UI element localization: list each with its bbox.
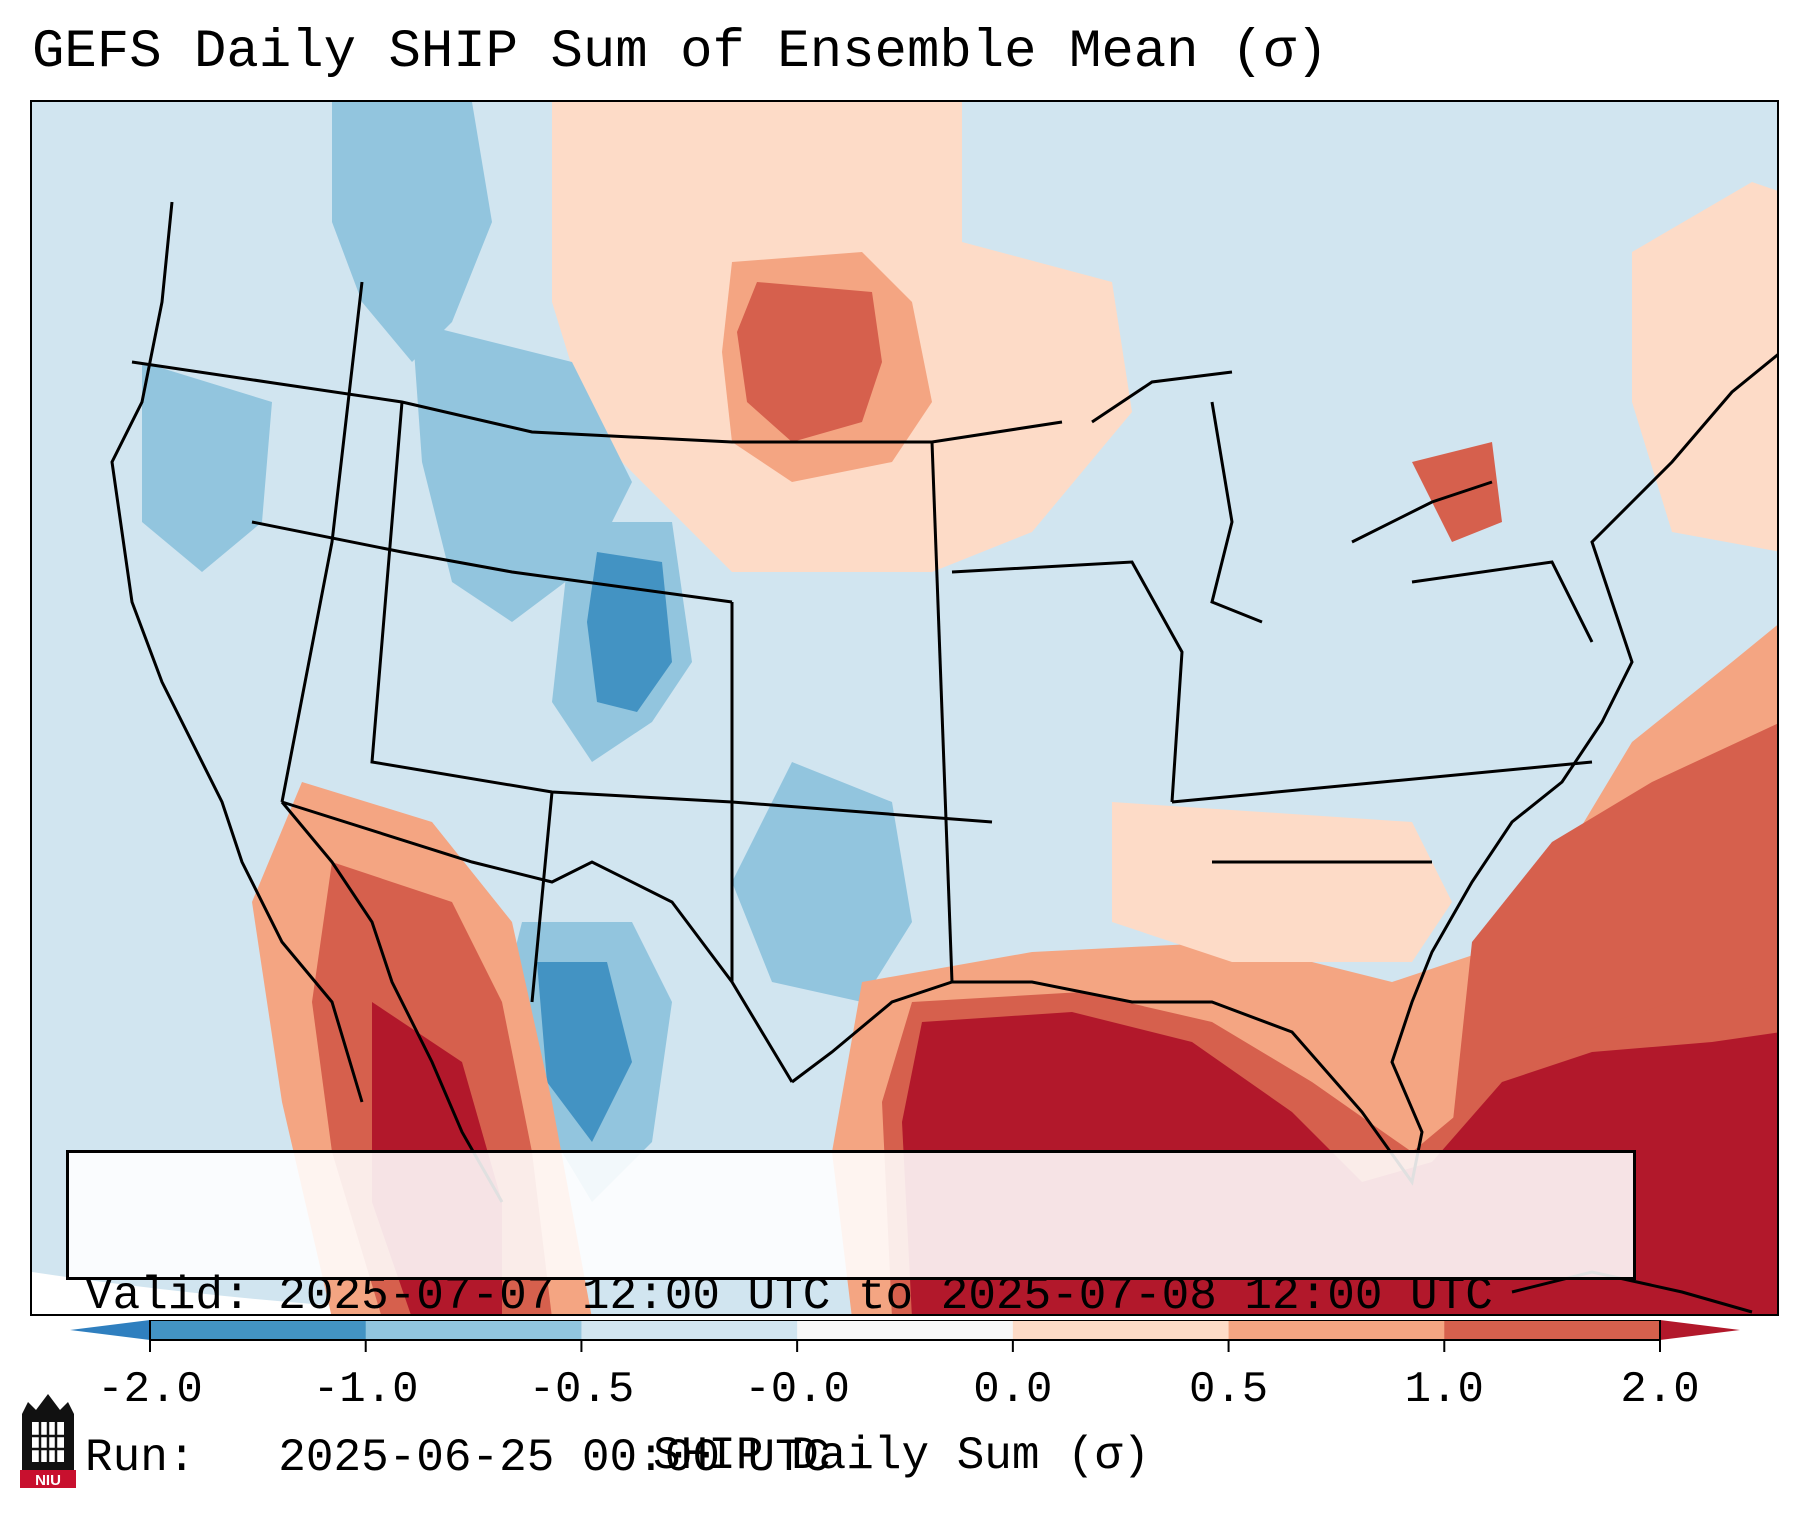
valid-label: Valid: xyxy=(85,1270,251,1322)
run-value: 2025-06-25 00:00 UTC xyxy=(278,1432,831,1484)
colorbar-segment xyxy=(1444,1320,1661,1340)
colorbar-tick-label: 2.0 xyxy=(1620,1365,1700,1415)
anomaly-pale-red-manitoba xyxy=(812,102,952,212)
colorbar-ticks xyxy=(149,1340,1661,1352)
state-border-plains-east xyxy=(930,441,954,983)
anomaly-blue-texas xyxy=(732,762,912,1002)
colorbar-extend-high xyxy=(1660,1320,1740,1340)
colorbar-segment xyxy=(150,1320,367,1340)
run-line: Run: 2025-06-25 00:00 UTC xyxy=(85,1431,1617,1485)
state-border-row-2 xyxy=(370,401,733,804)
projection-edge xyxy=(32,1272,468,1314)
colorbar-segment xyxy=(581,1320,798,1340)
colorbar-segment xyxy=(797,1320,1014,1340)
colorbar xyxy=(70,1320,1740,1352)
state-border-tn-nc xyxy=(1171,760,1593,804)
state-border-west xyxy=(280,281,364,803)
lake-superior xyxy=(1091,370,1233,424)
state-border-pa xyxy=(1411,560,1594,643)
state-border-midwest xyxy=(951,560,1184,803)
colorbar-extend-low xyxy=(70,1320,150,1340)
colorbar-tick-label: -0.5 xyxy=(528,1365,635,1415)
colorbar-tick-label: 1.0 xyxy=(1404,1365,1484,1415)
colorbar-outline xyxy=(149,1320,1661,1341)
anomaly-blue-pacific-nw xyxy=(332,102,492,362)
state-border-ok xyxy=(731,800,993,824)
colorbar-tick-label: 0.0 xyxy=(973,1365,1053,1415)
anomaly-red-lake-ontario xyxy=(1412,442,1502,542)
logo-banner xyxy=(20,1470,76,1488)
gulf-of-california-coast xyxy=(280,801,504,1203)
logo-text: NIU xyxy=(35,1472,61,1489)
cuba-coastline xyxy=(1511,1270,1753,1314)
colorbar-segment xyxy=(1012,1320,1230,1340)
great-lakes-erie-ontario xyxy=(1351,480,1493,544)
state-border-nm-az xyxy=(530,791,554,1003)
run-label: Run: xyxy=(85,1432,196,1484)
great-lakes-michigan xyxy=(1210,401,1263,624)
colorbar-tick-label: -2.0 xyxy=(97,1365,203,1415)
valid-line: Valid: 2025-07-07 12:00 UTC to 2025-07-0… xyxy=(85,1269,1617,1323)
anomaly-pale-red-maritimes xyxy=(1632,182,1777,552)
niu-logo: NIU xyxy=(20,1394,76,1489)
us-canada-border xyxy=(131,360,1063,444)
anomaly-pale-red-southeast xyxy=(1112,802,1452,962)
chart-title: GEFS Daily SHIP Sum of Ensemble Mean (σ) xyxy=(32,22,1329,83)
colorbar-segments xyxy=(150,1320,1661,1340)
gulf-atlantic-coastline xyxy=(791,353,1777,1186)
colorbar-tick-label: -0.0 xyxy=(744,1365,850,1415)
logo-window-grid xyxy=(32,1422,64,1462)
map-boundaries xyxy=(110,201,1777,1203)
info-box: Valid: 2025-07-07 12:00 UTC to 2025-07-0… xyxy=(66,1150,1636,1484)
pacific-coastline xyxy=(110,201,364,1103)
anomaly-dark-blue-chihuahua xyxy=(537,962,632,1142)
anomaly-blue-oregon xyxy=(142,362,272,572)
colorbar-segment xyxy=(365,1320,582,1340)
colorbar-tick-label: 0.5 xyxy=(1188,1365,1269,1415)
state-border-row-1 xyxy=(251,520,733,604)
valid-value: 2025-07-07 12:00 UTC to 2025-07-08 12:00… xyxy=(278,1270,1493,1322)
map-panel xyxy=(30,100,1779,1316)
colorbar-label: SHIP Daily Sum (σ) xyxy=(653,1430,1150,1482)
colorbar-segment xyxy=(1228,1320,1445,1340)
map-svg xyxy=(32,102,1777,1314)
anomaly-red-dakotas xyxy=(737,282,882,442)
colorbar-tick-label: -1.0 xyxy=(312,1365,419,1415)
